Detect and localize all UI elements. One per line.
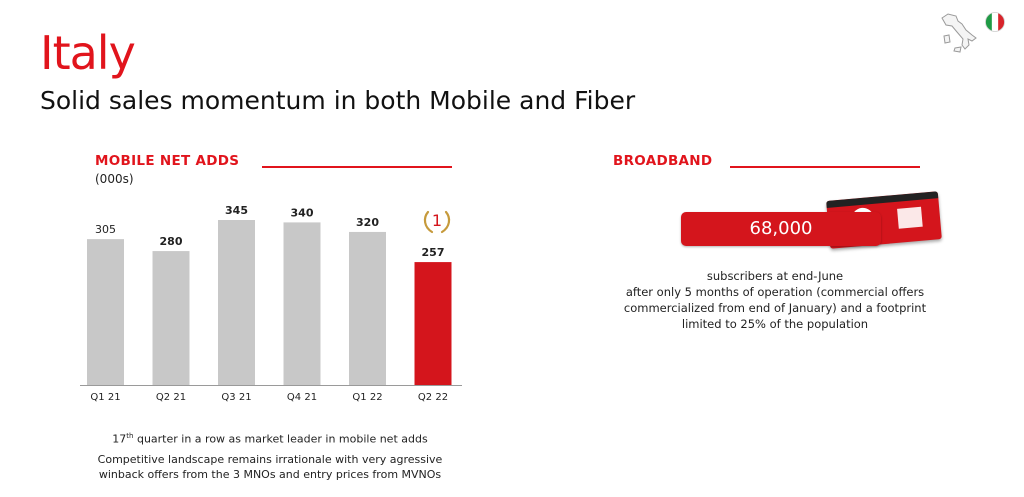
x-tick-label: Q1 21: [90, 392, 120, 403]
broadband-section-title: BROADBAND: [613, 153, 713, 169]
bar-value-label: 280: [160, 235, 183, 248]
bar-q3-21: [218, 220, 255, 385]
mobile-note-leader: 17th quarter in a row as market leader i…: [112, 432, 428, 446]
chart-unit-label: (000s): [95, 172, 134, 186]
page-title: Italy: [40, 26, 136, 80]
broadband-desc-line: limited to 25% of the population: [681, 317, 869, 331]
broadband-desc-line: subscribers at end-June: [706, 269, 844, 283]
mobile-section-divider: [262, 166, 452, 168]
page-subtitle: Solid sales momentum in both Mobile and …: [40, 86, 636, 115]
subscribers-value-badge: 68,000: [681, 212, 881, 246]
bar-value-label: 320: [356, 216, 379, 229]
x-tick-label: Q4 21: [287, 392, 317, 403]
bar-q1-21: [87, 239, 124, 385]
x-tick-label: Q1 22: [352, 392, 382, 403]
italy-flag-icon: [985, 12, 1005, 32]
bar-q1-22: [349, 231, 386, 385]
laurel-rank-icon: 1: [423, 210, 451, 234]
broadband-section-divider: [730, 166, 920, 168]
broadband-desc-line: after only 5 months of operation (commer…: [625, 285, 925, 299]
bar-q2-22: [414, 262, 452, 385]
x-tick-label: Q2 22: [418, 392, 448, 403]
mobile-note-competition: Competitive landscape remains irrational…: [97, 453, 443, 481]
bar-value-label: 340: [291, 206, 314, 219]
bar-value-label: 257: [422, 246, 445, 259]
rank-badge-number: 1: [432, 211, 442, 230]
broadband-desc-line: commercialized from end of January) and …: [623, 301, 927, 315]
x-tick-label: Q2 21: [156, 392, 186, 403]
mobile-section-title: MOBILE NET ADDS: [95, 153, 240, 169]
bar-value-label: 305: [95, 223, 116, 236]
bar-q4-21: [283, 222, 321, 385]
x-tick-label: Q3 21: [221, 392, 251, 403]
bar-value-label: 345: [225, 204, 248, 217]
corner-icons: [941, 12, 1005, 53]
italy-map-icon: [941, 13, 977, 53]
mobile-net-adds-chart: 1 305 Q1 21 280 Q2 21 345 Q3 21 340 Q4 21 320 Q1 …: [80, 204, 462, 403]
bar-q2-21: [152, 251, 190, 385]
broadband-description: subscribers at end-June after only 5 mon…: [600, 268, 950, 332]
